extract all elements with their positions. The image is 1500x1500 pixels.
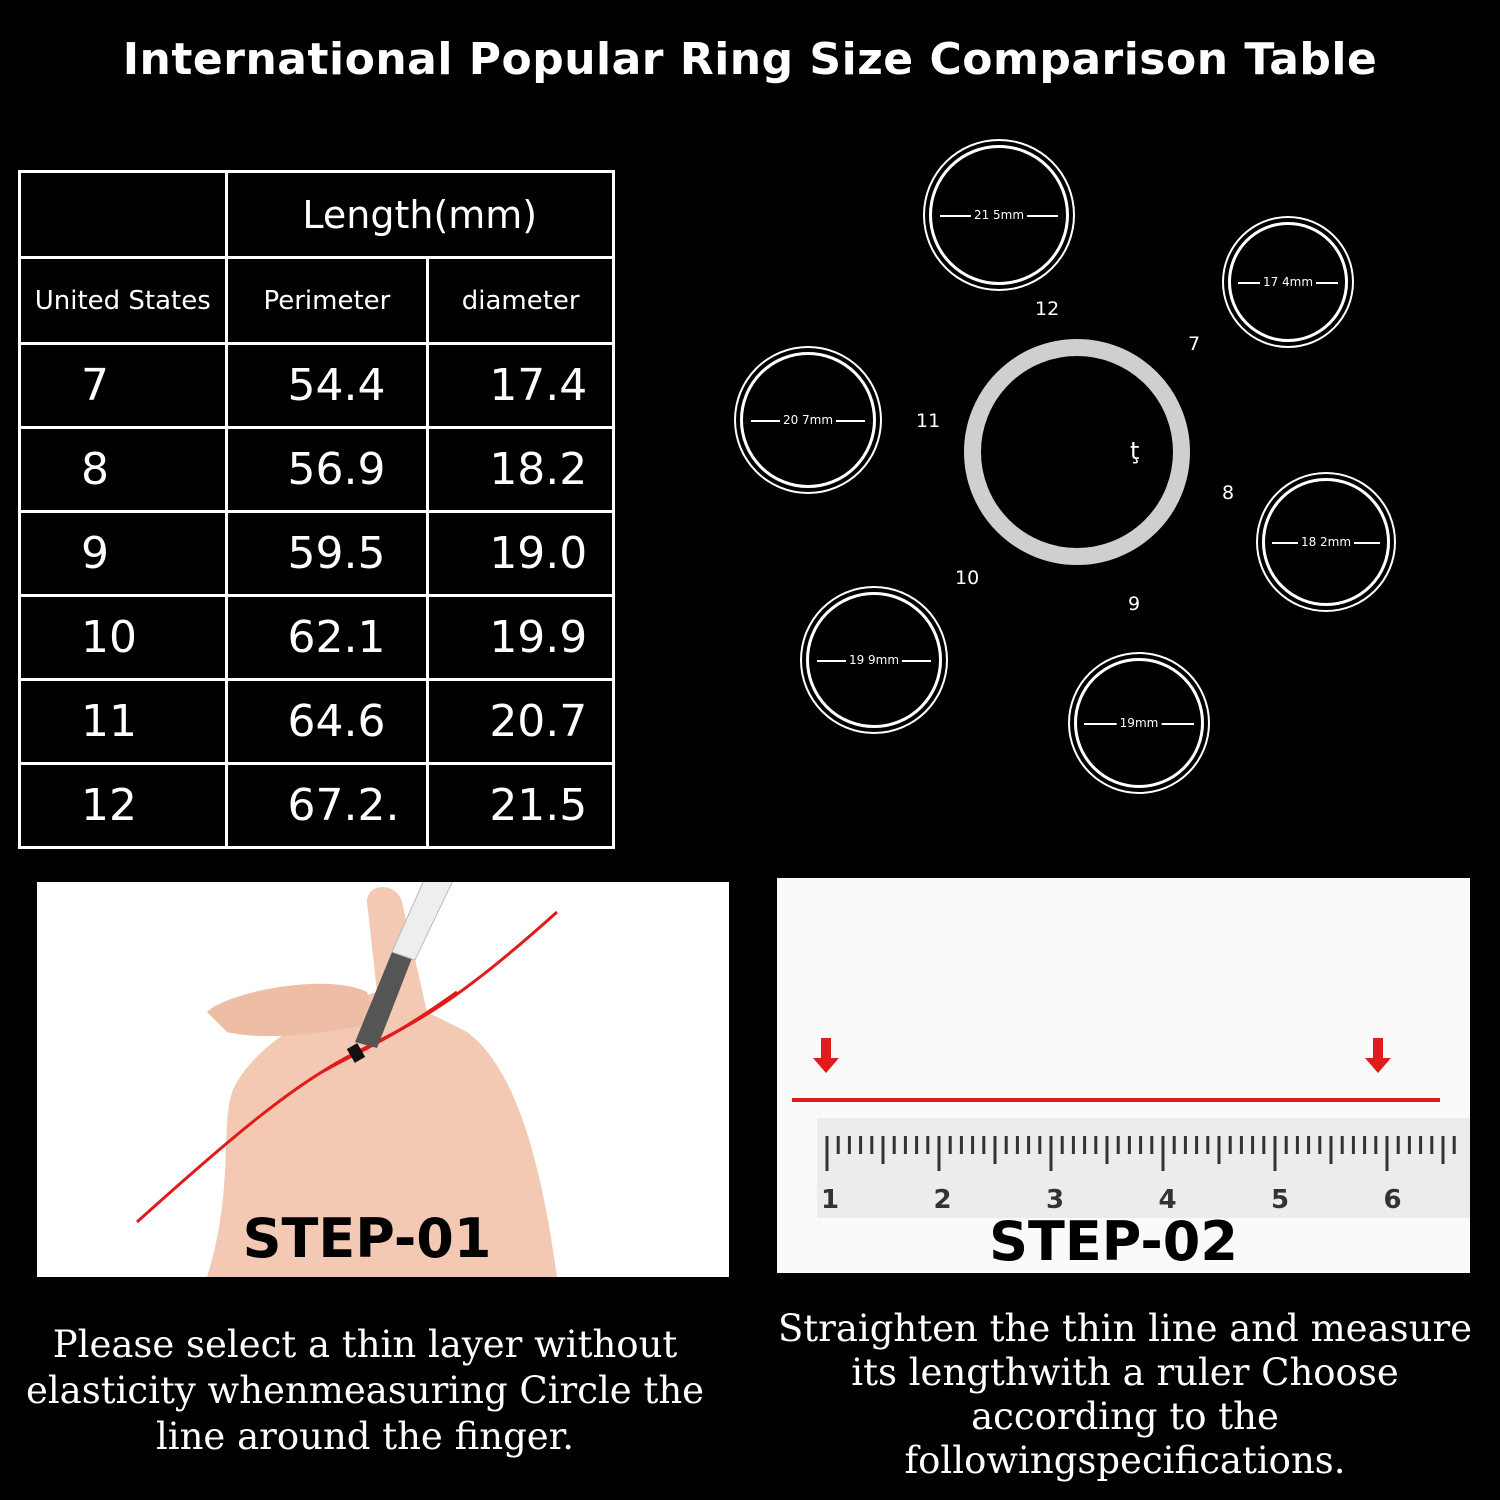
col-header-diameter: diameter bbox=[426, 256, 615, 345]
ring-size-number: 8 bbox=[1222, 482, 1235, 504]
us-size-cell: 11 bbox=[18, 678, 228, 765]
perimeter-cell: 54.4 bbox=[224, 342, 430, 429]
arrow-down-icon bbox=[1365, 1038, 1391, 1073]
ring-size-number: 10 bbox=[955, 567, 980, 589]
table-row: 10 62.1 19.9 bbox=[18, 594, 615, 681]
ring-size-number: 9 bbox=[1128, 593, 1141, 615]
step1-description: Please select a thin layer without elast… bbox=[25, 1323, 705, 1458]
ruler-number: 5 bbox=[1271, 1185, 1289, 1215]
col-header-us: United States bbox=[18, 256, 228, 345]
ruler-number: 1 bbox=[821, 1185, 839, 1215]
table-row: 11 64.6 20.7 bbox=[18, 678, 615, 765]
ring-size-number: 12 bbox=[1035, 298, 1060, 320]
step1-panel: STEP-01 bbox=[37, 882, 729, 1277]
diameter-label: 17 4mm bbox=[1259, 275, 1317, 289]
us-size-cell: 9 bbox=[18, 510, 228, 597]
us-size-cell: 7 bbox=[18, 342, 228, 429]
empty-cell bbox=[18, 170, 228, 259]
table-row: 9 59.5 19.0 bbox=[18, 510, 615, 597]
ring-size-table: Length(mm) United States Perimeter diame… bbox=[18, 170, 616, 849]
ring-size-10: 19 9mm bbox=[806, 592, 942, 728]
ring-size-number: 11 bbox=[916, 410, 941, 432]
step2-description: Straighten the thin line and measure its… bbox=[777, 1307, 1473, 1482]
ruler-number: 2 bbox=[934, 1185, 952, 1215]
step2-panel: 1 2 3 4 5 6 STEP-02 bbox=[777, 878, 1470, 1273]
ruler-number: 3 bbox=[1046, 1185, 1064, 1215]
diameter-cell: 17.4 bbox=[426, 342, 615, 429]
us-size-cell: 8 bbox=[18, 426, 228, 513]
diameter-label: 18 2mm bbox=[1297, 535, 1355, 549]
us-size-cell: 10 bbox=[18, 594, 228, 681]
hand-measuring-illustration bbox=[135, 882, 559, 1277]
diameter-cell: 18.2 bbox=[426, 426, 615, 513]
table-row: 8 56.9 18.2 bbox=[18, 426, 615, 513]
diameter-cell: 20.7 bbox=[426, 678, 615, 765]
diameter-cell: 19.0 bbox=[426, 510, 615, 597]
diameter-cell: 19.9 bbox=[426, 594, 615, 681]
arrow-down-icon bbox=[813, 1038, 839, 1073]
ruler-illustration: 1 2 3 4 5 6 bbox=[792, 1038, 1470, 1218]
step1-label: STEP-01 bbox=[242, 1207, 492, 1270]
us-size-cell: 12 bbox=[18, 762, 228, 849]
diameter-cell: 21.5 bbox=[426, 762, 615, 849]
reference-ring bbox=[964, 339, 1190, 565]
ring-size-number: 7 bbox=[1188, 333, 1201, 355]
table-row: 12 67.2. 21.5 bbox=[18, 762, 615, 849]
diameter-label: 21 5mm bbox=[970, 208, 1028, 222]
ruler-number: 4 bbox=[1159, 1185, 1177, 1215]
ruler-number: 6 bbox=[1384, 1185, 1402, 1215]
center-mark: ţ bbox=[1130, 437, 1140, 465]
diameter-label: 19mm bbox=[1116, 716, 1162, 730]
ring-size-12: 21 5mm bbox=[929, 145, 1069, 285]
ring-size-9: 19mm bbox=[1074, 658, 1204, 788]
page-title: International Popular Ring Size Comparis… bbox=[122, 34, 1378, 85]
col-header-perimeter: Perimeter bbox=[224, 256, 430, 345]
perimeter-cell: 64.6 bbox=[224, 678, 430, 765]
step2-label: STEP-02 bbox=[989, 1210, 1238, 1273]
diameter-label: 20 7mm bbox=[779, 413, 837, 427]
length-header: Length(mm) bbox=[224, 170, 616, 259]
ring-size-11: 20 7mm bbox=[740, 352, 876, 488]
table-row: 7 54.4 17.4 bbox=[18, 342, 615, 429]
perimeter-cell: 62.1 bbox=[224, 594, 430, 681]
perimeter-cell: 59.5 bbox=[224, 510, 430, 597]
ring-size-8: 18 2mm bbox=[1262, 478, 1390, 606]
perimeter-cell: 67.2. bbox=[224, 762, 430, 849]
diameter-label: 19 9mm bbox=[845, 653, 903, 667]
perimeter-cell: 56.9 bbox=[224, 426, 430, 513]
ring-size-7: 17 4mm bbox=[1228, 222, 1348, 342]
